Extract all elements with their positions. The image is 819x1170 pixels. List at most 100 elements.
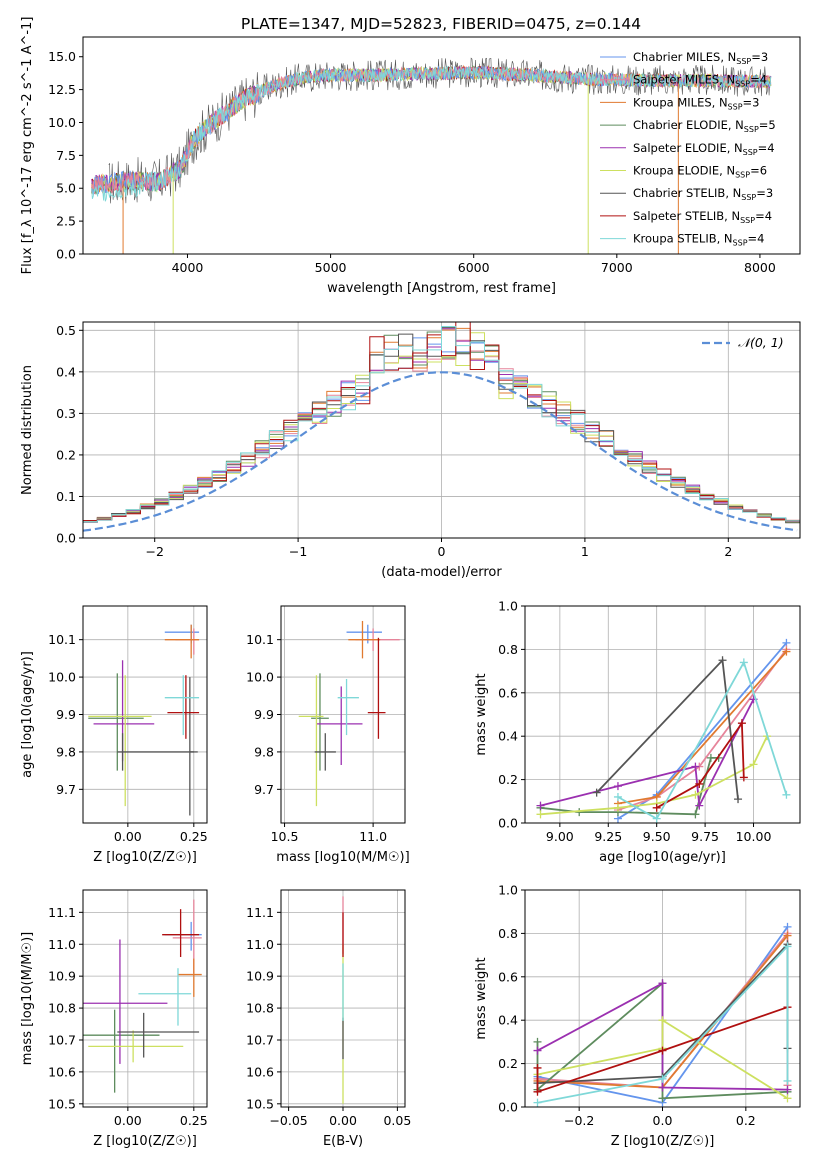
y-tick-label: 0.4	[56, 364, 76, 379]
weight-line-kroupa_elodie	[537, 1018, 788, 1100]
plot-area	[298, 620, 400, 807]
axes-frame: 0.00 0.25 9.7 9.8 9.9 10.0 10.1 Z [log10(Z/Z☉)]…	[20, 605, 208, 865]
y-tick-label: 10.5	[48, 1096, 76, 1111]
axes-border	[82, 36, 801, 255]
y-tick-label: 0.2	[56, 447, 76, 462]
weight-marker-chabrier_elodie	[691, 810, 700, 819]
y-tick-label: 0.0	[56, 531, 76, 546]
weight-marker-salpeter_elodie	[658, 979, 667, 988]
legend-label-kroupa_stelib: Kroupa STELIB, NSSP=4	[633, 232, 764, 248]
plot-area	[88, 624, 200, 816]
y-tick-label: 5.0	[56, 181, 76, 196]
figure-title: PLATE=1347, MJD=52823, FIBERID=0475, z=0…	[241, 15, 641, 33]
y-tick-label: 15.0	[48, 49, 76, 64]
y-tick-label: 9.7	[254, 782, 274, 797]
weight-marker-chabrier_stelib	[592, 788, 601, 797]
y-axis-label: mass [log10(M/M☉)]	[20, 932, 35, 1065]
normal-curve	[83, 371, 798, 532]
y-tick-label: 10.8	[246, 1001, 274, 1016]
y-tick-label: 1.0	[498, 883, 518, 898]
x-tick-label: −2	[145, 544, 163, 559]
weight-marker-chabrier_stelib	[734, 795, 743, 804]
x-tick-label: 7000	[601, 260, 633, 275]
weight-marker-salpeter_stelib	[658, 1046, 667, 1055]
y-tick-label: 0.0	[498, 816, 518, 831]
weight-marker-kroupa_stelib	[652, 814, 661, 823]
y-tick-label: 0.2	[498, 772, 518, 787]
y-tick-label: 9.9	[56, 707, 76, 722]
weight-marker-kroupa_stelib	[739, 658, 748, 667]
weight-marker-chabrier_stelib	[718, 656, 727, 665]
x-tick-label: 0.0	[653, 1113, 673, 1128]
y-axis-label: Normed distribution	[20, 365, 35, 495]
x-tick-label: 9.25	[594, 829, 622, 844]
y-axis-label: mass weight	[474, 673, 489, 755]
x-tick-label: −0.2	[564, 1113, 594, 1128]
weight-marker-kroupa_stelib	[658, 1074, 667, 1083]
axes-frame: −2 −1 0 1 2 0.0 0.1 0.2 0.3 0.4 0.5 (data-model)/er…	[20, 321, 801, 580]
y-tick-label: 10.5	[246, 1096, 274, 1111]
x-axis-label: (data-model)/error	[381, 565, 502, 580]
weight-marker-salpeter_stelib	[533, 1063, 542, 1072]
x-tick-label: 2	[724, 544, 732, 559]
weight-marker-kroupa_miles	[783, 931, 792, 940]
x-tick-label: 6000	[458, 260, 490, 275]
weight-marker-kroupa_miles	[782, 647, 791, 656]
y-tick-label: 9.7	[56, 782, 76, 797]
legend-label-kroupa_elodie: Kroupa ELODIE, NSSP=6	[633, 164, 767, 180]
axes-mass_vs_Z: 0.00 0.25 10.5 10.6 10.7 10.8 10.9 11.0 11.1 Z [l…	[20, 889, 208, 1149]
axes-frame: 9.00 9.25 9.50 9.75 10.00 0.0 0.2 0.4 0.6 0.8 1.0 a…	[474, 599, 801, 865]
weight-marker-salpeter_elodie	[613, 782, 622, 791]
weight-line-salpeter_stelib	[656, 720, 745, 809]
x-axis-label: age [log10(age/yr)]	[599, 850, 726, 865]
spectrum-line-kroupa_stelib	[91, 65, 772, 202]
y-tick-label: 10.9	[48, 969, 76, 984]
x-axis-label: Z [log10(Z/Z☉)]	[93, 1134, 197, 1149]
legend-normal-label: 𝒩(0, 1)	[738, 335, 784, 350]
y-tick-label: 0.4	[498, 1013, 518, 1028]
weight-marker-salpeter_elodie	[536, 801, 545, 810]
x-tick-label: 11.0	[359, 829, 387, 844]
x-tick-label: 0	[438, 544, 446, 559]
y-tick-label: 0.1	[56, 489, 76, 504]
y-tick-label: 10.1	[246, 632, 274, 647]
x-axis-label: wavelength [Angstrom, rest frame]	[327, 281, 556, 296]
weight-marker-kroupa_stelib	[613, 792, 622, 801]
x-axis-label: E(B-V)	[323, 1134, 363, 1149]
weight-marker-salpeter_elodie	[695, 801, 704, 810]
weight-marker-kroupa_elodie	[691, 790, 700, 799]
weight-marker-kroupa_stelib	[783, 942, 792, 951]
x-tick-label: 0.00	[114, 1113, 142, 1128]
y-tick-label: 0.4	[498, 729, 518, 744]
x-tick-label: 4000	[172, 260, 204, 275]
weight-marker-kroupa_elodie	[613, 803, 622, 812]
y-tick-label: 0.5	[56, 323, 76, 338]
y-tick-label: 11.0	[246, 937, 274, 952]
y-tick-label: 10.7	[48, 1032, 76, 1047]
weight-marker-kroupa_elodie	[536, 810, 545, 819]
legend-label-chabrier_elodie: Chabrier ELODIE, NSSP=5	[633, 118, 776, 134]
y-tick-label: 10.0	[246, 670, 274, 685]
grid	[281, 606, 405, 823]
weight-marker-kroupa_elodie	[749, 760, 758, 769]
y-tick-label: 11.0	[48, 937, 76, 952]
y-tick-label: 0.2	[498, 1056, 518, 1071]
weight-marker-salpeter_stelib	[533, 1087, 542, 1096]
x-tick-label: 1	[581, 544, 589, 559]
weight-marker-salpeter_stelib	[695, 779, 704, 788]
y-tick-label: 10.0	[48, 115, 76, 130]
axes-border	[82, 889, 208, 1108]
weight-line-kroupa_stelib	[617, 660, 788, 820]
legend-label-salpeter_stelib: Salpeter STELIB, NSSP=4	[633, 209, 772, 225]
axes-residuals: −2 −1 0 1 2 0.0 0.1 0.2 0.3 0.4 0.5 (data-model)/er…	[20, 321, 801, 580]
x-tick-label: 10.5	[271, 829, 299, 844]
x-tick-label: 10.00	[736, 829, 772, 844]
axes-spectrum: 4000 5000 6000 7000 8000 0.0 2.5 5.0 7.5 10.0 12.5…	[20, 17, 801, 296]
axes-frame: 10.5 11.0 9.7 9.8 9.9 10.0 10.1 mass [log10(M/M…	[246, 605, 410, 865]
weight-marker-kroupa_stelib	[783, 1076, 792, 1085]
x-axis-label: mass [log10(M/M☉)]	[276, 850, 409, 865]
legend-label-chabrier_stelib: Chabrier STELIB, NSSP=3	[633, 186, 773, 202]
weight-marker-salpeter_stelib	[652, 803, 661, 812]
axes-frame: −0.2 0.0 0.2 0.0 0.2 0.4 0.6 0.8 1.0 Z [log10(Z/Z…	[474, 883, 801, 1149]
y-tick-label: 10.8	[48, 1001, 76, 1016]
